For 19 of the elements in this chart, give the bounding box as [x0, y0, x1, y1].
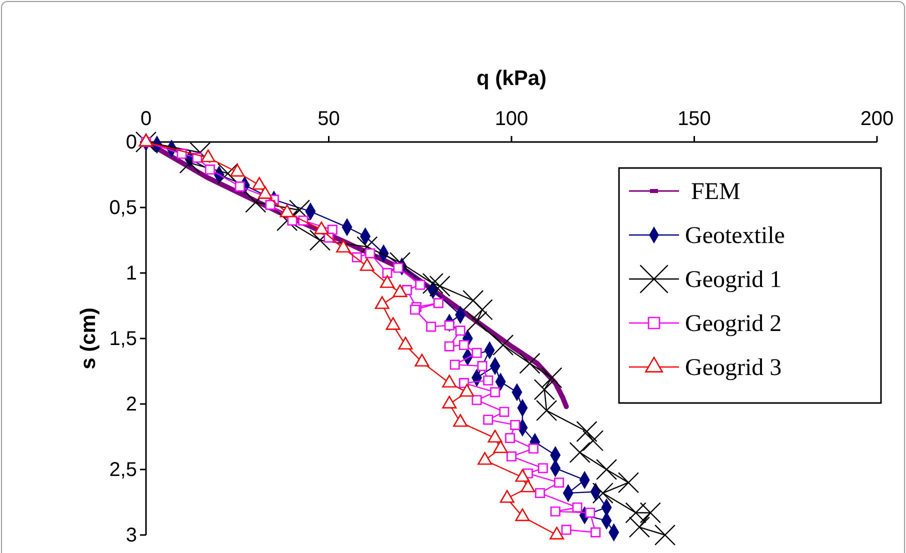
- y-tick-label: 0: [126, 131, 137, 154]
- y-axis-title: s (cm): [77, 308, 100, 370]
- legend-label: FEM: [691, 179, 740, 205]
- x-tick-label: 100: [494, 108, 528, 130]
- y-tick-label: 2,5: [109, 458, 137, 481]
- y-tick-label: 3: [126, 524, 137, 546]
- x-axis-title: q (kPa): [476, 67, 547, 90]
- y-tick-label: 2: [126, 393, 137, 416]
- x-tick-label: 0: [140, 108, 152, 130]
- legend-label: Geogrid 2: [685, 311, 782, 337]
- y-tick-label: 0,5: [109, 196, 137, 219]
- legend-label: Geogrid 1: [685, 267, 782, 293]
- y-tick-label: 1: [126, 262, 137, 284]
- x-tick-label: 50: [318, 108, 340, 130]
- legend-label: Geogrid 3: [685, 355, 782, 381]
- x-tick-label: 150: [678, 108, 711, 130]
- y-tick-label: 1,5: [109, 328, 137, 350]
- x-tick-label: 200: [860, 108, 894, 130]
- legend-label: Geotextile: [685, 223, 785, 249]
